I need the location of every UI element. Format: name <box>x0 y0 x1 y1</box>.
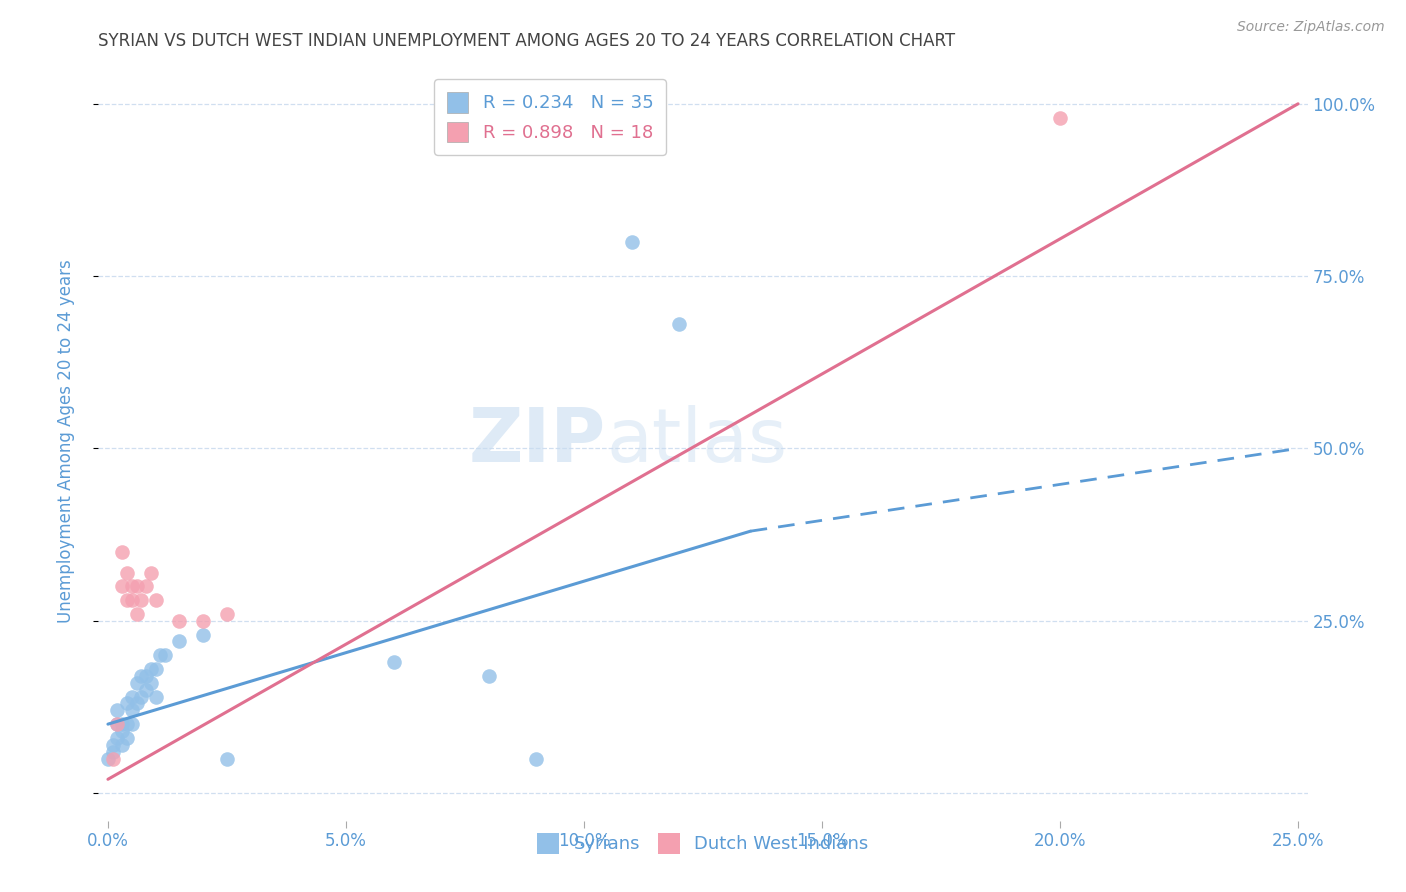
Point <box>478 669 501 683</box>
Point <box>145 593 167 607</box>
Point <box>107 731 129 745</box>
Point <box>149 648 172 663</box>
Point <box>107 717 129 731</box>
Point <box>129 593 152 607</box>
Point <box>115 697 138 711</box>
Point <box>101 745 124 759</box>
Point <box>145 662 167 676</box>
Point <box>125 697 148 711</box>
Point <box>115 593 138 607</box>
Point <box>101 751 124 765</box>
Y-axis label: Unemployment Among Ages 20 to 24 years: Unemployment Among Ages 20 to 24 years <box>56 260 75 624</box>
Text: atlas: atlas <box>606 405 787 478</box>
Point <box>215 751 238 765</box>
Point <box>169 614 191 628</box>
Point <box>107 717 129 731</box>
Point <box>135 669 157 683</box>
Point <box>121 717 143 731</box>
Point <box>524 751 547 765</box>
Point <box>139 662 162 676</box>
Point <box>135 682 157 697</box>
Text: SYRIAN VS DUTCH WEST INDIAN UNEMPLOYMENT AMONG AGES 20 TO 24 YEARS CORRELATION C: SYRIAN VS DUTCH WEST INDIAN UNEMPLOYMENT… <box>98 32 956 50</box>
Point <box>111 579 134 593</box>
Point <box>153 648 176 663</box>
Point <box>620 235 643 249</box>
Point <box>135 579 157 593</box>
Point <box>125 675 148 690</box>
Point <box>129 669 152 683</box>
Text: Source: ZipAtlas.com: Source: ZipAtlas.com <box>1237 20 1385 34</box>
Point <box>139 675 162 690</box>
Point <box>145 690 167 704</box>
Point <box>121 579 143 593</box>
Point <box>139 566 162 580</box>
Legend: Syrians, Dutch West Indians: Syrians, Dutch West Indians <box>530 826 876 861</box>
Point <box>125 607 148 621</box>
Point <box>169 634 191 648</box>
Point <box>382 655 405 669</box>
Point <box>121 593 143 607</box>
Point <box>115 566 138 580</box>
Point <box>191 627 214 641</box>
Point <box>668 318 690 332</box>
Point <box>121 690 143 704</box>
Point <box>97 751 120 765</box>
Point <box>215 607 238 621</box>
Point <box>1049 111 1071 125</box>
Point <box>111 738 134 752</box>
Point <box>125 579 148 593</box>
Point <box>115 731 138 745</box>
Point <box>191 614 214 628</box>
Point <box>111 545 134 559</box>
Text: ZIP: ZIP <box>470 405 606 478</box>
Point <box>111 724 134 739</box>
Point <box>101 738 124 752</box>
Point <box>129 690 152 704</box>
Point <box>111 717 134 731</box>
Point <box>107 703 129 717</box>
Point <box>121 703 143 717</box>
Point <box>115 717 138 731</box>
